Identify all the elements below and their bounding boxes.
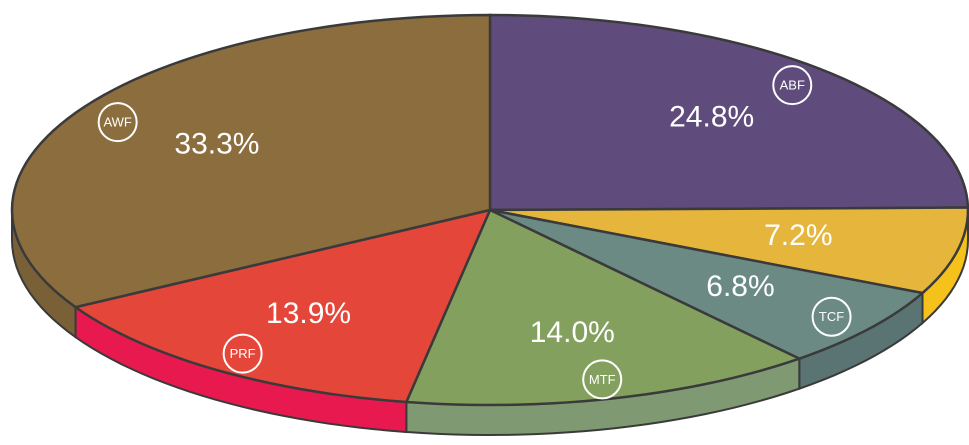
slice: [404, 208, 803, 407]
slice: [488, 13, 969, 212]
value-label: 14.0%: [530, 316, 615, 349]
slice: [489, 206, 969, 295]
category-badge: [97, 102, 138, 143]
value-label: 6.8%: [706, 270, 774, 303]
slice: [72, 208, 493, 404]
category-badge: [582, 359, 623, 400]
category-label: AWF: [103, 115, 131, 130]
category-label: TCF: [819, 309, 844, 324]
category-label: MTF: [589, 372, 616, 387]
category-label: ABF: [780, 78, 805, 93]
value-label: 13.9%: [266, 297, 351, 330]
value-label: 7.2%: [764, 219, 832, 252]
value-label: 33.3%: [174, 127, 259, 160]
category-badge: [811, 296, 852, 337]
value-label: 24.8%: [669, 100, 754, 133]
category-label: PRF: [230, 346, 256, 361]
category-badge: [222, 333, 263, 374]
category-badge: [772, 65, 813, 106]
slice: [10, 13, 492, 309]
